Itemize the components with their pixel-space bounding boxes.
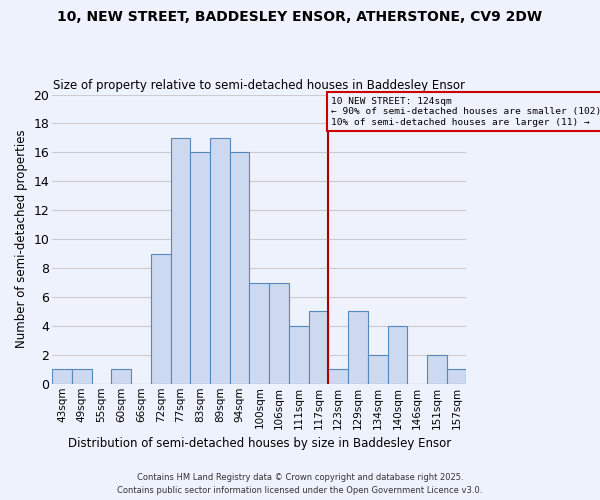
Bar [269,282,289,384]
Bar [289,326,308,384]
Bar [190,152,210,384]
Bar [250,282,269,384]
Bar [170,138,190,384]
Text: 10, NEW STREET, BADDESLEY ENSOR, ATHERSTONE, CV9 2DW: 10, NEW STREET, BADDESLEY ENSOR, ATHERST… [58,10,542,24]
Bar [368,355,388,384]
Text: 10 NEW STREET: 124sqm
← 90% of semi-detached houses are smaller (102)
10% of sem: 10 NEW STREET: 124sqm ← 90% of semi-deta… [331,96,600,126]
Bar [112,370,131,384]
Bar [151,254,170,384]
X-axis label: Distribution of semi-detached houses by size in Baddesley Ensor: Distribution of semi-detached houses by … [68,437,451,450]
Bar [427,355,447,384]
Bar [447,370,466,384]
Bar [72,370,92,384]
Bar [308,312,328,384]
Bar [230,152,250,384]
Bar [210,138,230,384]
Y-axis label: Number of semi-detached properties: Number of semi-detached properties [15,130,28,348]
Bar [388,326,407,384]
Bar [52,370,72,384]
Title: Size of property relative to semi-detached houses in Baddesley Ensor: Size of property relative to semi-detach… [53,79,466,92]
Bar [348,312,368,384]
Bar [328,370,348,384]
Text: Contains HM Land Registry data © Crown copyright and database right 2025.
Contai: Contains HM Land Registry data © Crown c… [118,474,482,495]
